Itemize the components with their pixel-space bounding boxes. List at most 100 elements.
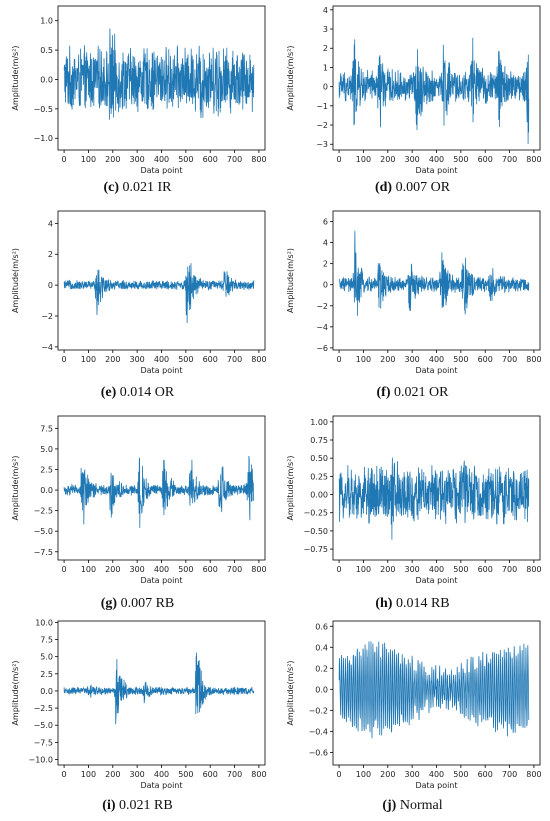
x-tick-label-f: 400 — [429, 355, 444, 364]
x-tick-label-h: 600 — [478, 565, 493, 574]
y-tick-label-d: 1 — [323, 63, 328, 72]
x-tick-label-e: 200 — [105, 355, 120, 364]
series-line-i — [63, 652, 255, 725]
y-tick-label-g: 2.5 — [40, 465, 53, 474]
caption-letter-d: (d) — [374, 180, 393, 195]
x-tick-label-h: 700 — [502, 565, 517, 574]
x-tick-label-g: 500 — [178, 565, 193, 574]
caption-letter-e: (e) — [100, 385, 117, 400]
y-tick-label-j: 0.2 — [315, 664, 328, 673]
chart-svg-j: 0 100 200 300 400 500 600 700 800 −0.6 −0.4 −0.2 0.0… — [286, 620, 542, 790]
plot-frame-d — [332, 5, 541, 151]
y-tick-label-f: 2 — [323, 260, 328, 269]
y-tick-label-i: −7.5 — [34, 738, 53, 747]
chart-panel-h: 0 100 200 300 400 500 600 700 800 −0.75 −0.50 −0.25… — [275, 410, 550, 590]
y-tick-label-d: 3 — [323, 25, 328, 34]
y-tick-label-j: −0.4 — [309, 727, 328, 736]
x-tick-label-c: 100 — [81, 155, 96, 164]
x-tick-label-i: 700 — [227, 770, 242, 779]
caption-label-h: 0.014 RB — [395, 596, 450, 611]
chart-panel-j: 0 100 200 300 400 500 600 700 800 −0.6 −0.4 −0.2 0.0… — [275, 615, 550, 795]
caption-label-g: 0.007 RB — [120, 596, 175, 611]
x-tick-label-j: 500 — [453, 770, 468, 779]
caption-e: (e) 0.014 OR — [0, 385, 275, 401]
plot-frame-e — [57, 210, 266, 351]
series-line-h — [338, 457, 530, 540]
x-tick-label-j: 700 — [502, 770, 517, 779]
y-tick-label-c: −1.0 — [34, 134, 53, 143]
x-tick-label-i: 0 — [62, 770, 67, 779]
caption-letter-h: (h) — [375, 596, 393, 611]
y-tick-label-f: −2 — [316, 302, 328, 311]
x-axis-label-g: Data point — [140, 576, 182, 585]
y-axis-label-g: Amplitude(m/s²) — [11, 455, 20, 520]
x-tick-label-h: 400 — [429, 565, 444, 574]
x-tick-label-c: 200 — [105, 155, 120, 164]
y-tick-label-i: 0.0 — [40, 687, 53, 696]
y-tick-label-c: 0.5 — [40, 46, 53, 55]
x-tick-label-h: 300 — [405, 565, 420, 574]
y-tick-label-j: 0.6 — [315, 622, 328, 631]
y-axis-label-h: Amplitude(m/s²) — [286, 455, 295, 520]
y-axis-label-f: Amplitude(m/s²) — [286, 248, 295, 313]
caption-letter-c: (c) — [103, 180, 120, 195]
caption-letter-j: (j) — [382, 798, 397, 813]
y-tick-label-c: 1.0 — [40, 17, 53, 26]
x-tick-label-f: 200 — [380, 355, 395, 364]
x-tick-label-g: 600 — [203, 565, 218, 574]
caption-h: (h) 0.014 RB — [275, 596, 550, 612]
x-tick-label-d: 400 — [429, 155, 444, 164]
y-tick-label-j: 0.0 — [315, 685, 328, 694]
y-tick-label-d: 2 — [323, 44, 328, 53]
x-tick-label-i: 300 — [130, 770, 145, 779]
x-tick-label-h: 200 — [380, 565, 395, 574]
chart-svg-h: 0 100 200 300 400 500 600 700 800 −0.75 −0.50 −0.25… — [286, 415, 542, 585]
chart-panel-f: 0 100 200 300 400 500 600 700 800 −6 −4 −2 0 2 4 6 Data … — [275, 205, 550, 380]
y-tick-label-e: −4 — [41, 343, 53, 352]
x-tick-label-f: 500 — [453, 355, 468, 364]
y-tick-label-i: 2.5 — [40, 670, 53, 679]
y-tick-label-h: −0.50 — [303, 527, 328, 536]
x-tick-label-d: 300 — [405, 155, 420, 164]
y-tick-label-d: −3 — [316, 140, 328, 149]
y-axis-label-j: Amplitude(m/s²) — [286, 660, 295, 725]
y-tick-label-i: −2.5 — [34, 704, 53, 713]
y-tick-label-h: 1.00 — [310, 418, 328, 427]
chart-svg-c: 0 100 200 300 400 500 600 700 800 −1.0 −0.5 0.0 0.5 1… — [11, 5, 267, 175]
chart-svg-i: 0 100 200 300 400 500 600 700 800 −10.0 −7.5 −5.0 −2… — [11, 618, 267, 790]
chart-svg-g: 0 100 200 300 400 500 600 700 800 −7.5 −5.0 −2.5 0.0… — [11, 415, 267, 585]
series-line-c — [63, 28, 255, 120]
chart-svg-e: 0 100 200 300 400 500 600 700 800 −4 −2 0 2 4 Data poi… — [11, 210, 267, 375]
x-tick-label-g: 100 — [81, 565, 96, 574]
series-line-e — [63, 263, 255, 324]
caption-f: (f) 0.021 OR — [275, 385, 550, 401]
x-tick-label-i: 600 — [203, 770, 218, 779]
y-tick-label-i: 10.0 — [35, 618, 53, 627]
caption-j: (j) Normal — [275, 798, 550, 814]
y-tick-label-f: −6 — [316, 344, 328, 353]
y-tick-label-i: 5.0 — [40, 653, 53, 662]
chart-panel-c: 0 100 200 300 400 500 600 700 800 −1.0 −0.5 0.0 0.5 1… — [0, 0, 275, 180]
y-tick-label-e: −2 — [41, 312, 53, 321]
x-tick-label-g: 200 — [105, 565, 120, 574]
x-axis-label-i: Data point — [140, 781, 182, 790]
y-tick-label-h: 0.75 — [310, 436, 328, 445]
y-tick-label-c: −0.5 — [34, 105, 53, 114]
y-tick-label-g: 7.5 — [40, 424, 53, 433]
chart-svg-d: 0 100 200 300 400 500 600 700 800 −3 −2 −1 0 1 2 3 4 Data… — [286, 5, 542, 175]
chart-svg-f: 0 100 200 300 400 500 600 700 800 −6 −4 −2 0 2 4 6 Data … — [286, 210, 542, 375]
y-tick-label-c: 0.0 — [40, 75, 53, 84]
chart-panel-d: 0 100 200 300 400 500 600 700 800 −3 −2 −1 0 1 2 3 4 Data… — [275, 0, 550, 180]
x-axis-label-c: Data point — [140, 166, 182, 175]
x-tick-label-g: 400 — [154, 565, 169, 574]
y-tick-label-f: 0 — [323, 281, 328, 290]
x-tick-label-d: 600 — [478, 155, 493, 164]
caption-label-i: 0.021 RB — [119, 798, 173, 813]
x-tick-label-e: 700 — [227, 355, 242, 364]
x-tick-label-e: 0 — [62, 355, 67, 364]
x-tick-label-f: 800 — [526, 355, 541, 364]
caption-label-f: 0.021 OR — [394, 385, 449, 400]
x-tick-label-f: 100 — [356, 355, 371, 364]
chart-panel-g: 0 100 200 300 400 500 600 700 800 −7.5 −5.0 −2.5 0.0… — [0, 410, 275, 590]
y-tick-label-i: −10.0 — [28, 756, 53, 765]
